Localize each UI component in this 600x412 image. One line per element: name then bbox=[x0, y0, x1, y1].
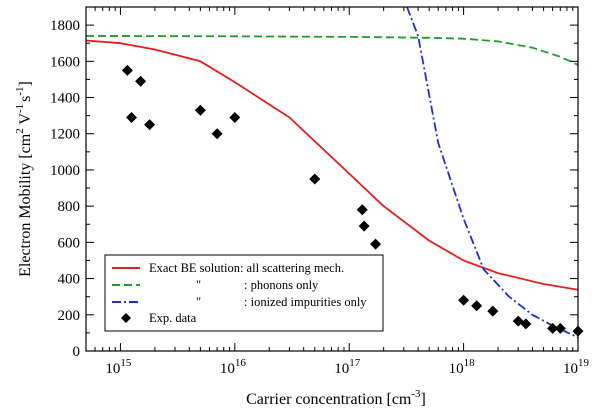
series-line-all-mech bbox=[86, 39, 578, 291]
y-tick-label: 400 bbox=[58, 272, 81, 288]
y-tick-label: 0 bbox=[73, 344, 81, 360]
series-line-impurities bbox=[406, 7, 578, 339]
exp-data-point bbox=[370, 238, 382, 250]
x-tick-label: 1017 bbox=[334, 357, 361, 377]
exp-data-point bbox=[358, 220, 370, 232]
x-tick-label: 1019 bbox=[563, 357, 590, 377]
exp-data-point bbox=[520, 318, 532, 330]
x-axis-label: Carrier concentration [cm-3] bbox=[246, 388, 426, 408]
exp-data-point bbox=[487, 305, 499, 317]
exp-data-point bbox=[356, 204, 368, 216]
exp-data-point bbox=[126, 111, 138, 123]
x-axis: 1015 1016 1017 1018 1019 bbox=[94, 7, 590, 377]
x-tick-label: 1015 bbox=[105, 357, 132, 377]
exp-data-point bbox=[458, 294, 470, 306]
y-tick-label: 1000 bbox=[50, 163, 80, 179]
y-tick-label: 1600 bbox=[50, 54, 80, 70]
series-layer bbox=[86, 7, 578, 339]
series-line-phonons bbox=[86, 35, 578, 66]
exp-data-point bbox=[547, 322, 559, 334]
legend-label-impurities: : ionized impurities only bbox=[244, 295, 367, 309]
exp-data-point bbox=[121, 64, 133, 76]
y-axis: 0 200 400 600 800 1000 1200 1400 1600 1800 bbox=[50, 18, 578, 360]
legend-swatch-exp bbox=[121, 313, 131, 323]
y-tick-label: 1800 bbox=[50, 18, 80, 34]
exp-data-point bbox=[471, 300, 483, 312]
y-tick-label: 600 bbox=[58, 235, 81, 251]
legend-label-exp: Exp. data bbox=[149, 311, 197, 325]
y-tick-label: 200 bbox=[58, 308, 81, 324]
legend-ditto-impurities: " bbox=[196, 295, 201, 309]
y-axis-label: Electron Mobility [cm2 V-1s-1] bbox=[14, 81, 34, 277]
exp-data-point bbox=[211, 128, 223, 140]
legend-ditto-phonons: " bbox=[196, 278, 201, 292]
scatter-layer bbox=[121, 64, 584, 337]
legend: Exact BE solution: all scattering mech. … bbox=[104, 254, 384, 332]
legend-label-phonons: : phonons only bbox=[244, 278, 319, 292]
exp-data-point bbox=[554, 322, 566, 334]
x-tick-label: 1016 bbox=[220, 357, 247, 377]
exp-data-point bbox=[194, 104, 206, 116]
legend-box bbox=[104, 254, 384, 332]
y-tick-label: 1400 bbox=[50, 91, 80, 107]
plot-frame bbox=[85, 6, 579, 352]
exp-data-point bbox=[309, 173, 321, 185]
x-tick-label: 1018 bbox=[449, 357, 476, 377]
exp-data-point bbox=[144, 119, 156, 131]
exp-data-point bbox=[135, 75, 147, 87]
legend-label-all: Exact BE solution: all scattering mech. bbox=[149, 261, 344, 275]
y-tick-label: 800 bbox=[58, 199, 81, 215]
y-tick-label: 1200 bbox=[50, 127, 80, 143]
exp-data-point bbox=[229, 111, 241, 123]
